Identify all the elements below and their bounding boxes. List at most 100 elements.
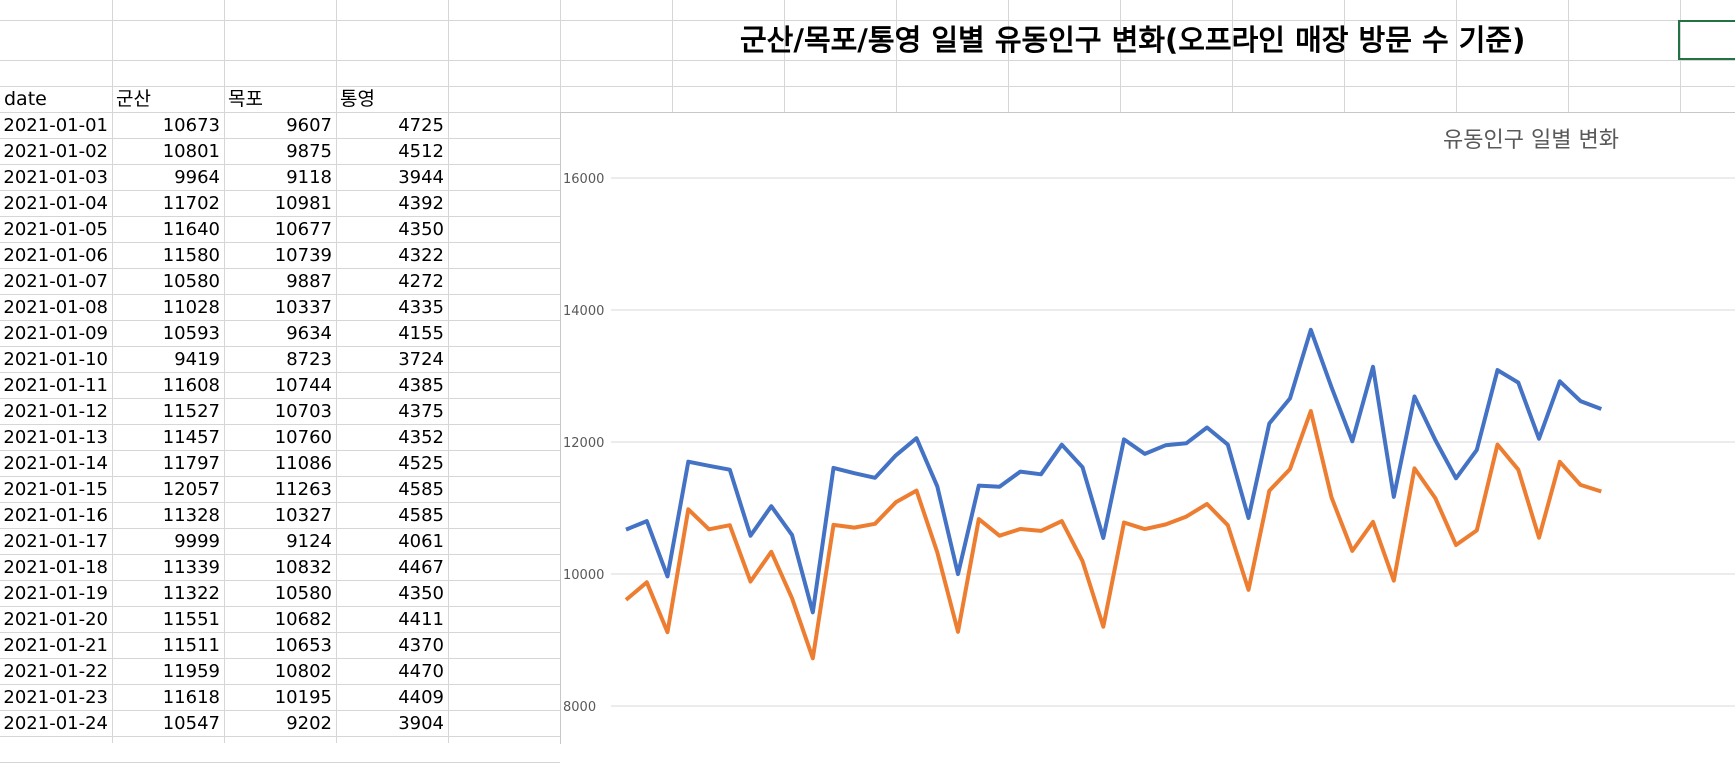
date-cell[interactable]: 2021-01-20 — [3, 609, 108, 630]
date-cell[interactable]: 2021-01-13 — [3, 427, 108, 448]
value-cell[interactable]: 11551 — [162, 609, 220, 630]
selected-cell[interactable] — [1678, 20, 1735, 60]
date-cell[interactable]: 2021-01-19 — [3, 583, 108, 604]
value-cell[interactable]: 9419 — [174, 349, 220, 370]
date-cell[interactable]: 2021-01-12 — [3, 401, 108, 422]
value-cell[interactable]: 4370 — [398, 635, 444, 656]
date-cell[interactable]: 2021-01-17 — [3, 531, 108, 552]
series-line-2[interactable] — [624, 409, 1602, 661]
value-cell[interactable]: 11028 — [162, 297, 220, 318]
value-cell[interactable]: 11457 — [162, 427, 220, 448]
value-cell[interactable]: 4725 — [398, 115, 444, 136]
value-cell[interactable]: 11640 — [162, 219, 220, 240]
value-cell[interactable]: 3944 — [398, 167, 444, 188]
value-cell[interactable]: 11322 — [162, 583, 220, 604]
value-cell[interactable]: 11086 — [274, 453, 332, 474]
value-cell[interactable]: 4512 — [398, 141, 444, 162]
value-cell[interactable]: 11511 — [162, 635, 220, 656]
value-cell[interactable]: 11797 — [162, 453, 220, 474]
value-cell[interactable]: 11580 — [162, 245, 220, 266]
date-cell[interactable]: 2021-01-02 — [3, 141, 108, 162]
value-cell[interactable]: 10801 — [162, 141, 220, 162]
value-cell[interactable]: 4585 — [398, 479, 444, 500]
date-cell[interactable]: 2021-01-01 — [3, 115, 108, 136]
value-cell[interactable]: 4272 — [398, 271, 444, 292]
value-cell[interactable]: 4375 — [398, 401, 444, 422]
value-cell[interactable]: 10703 — [274, 401, 332, 422]
header-tongyeong[interactable]: 통영 — [340, 88, 375, 110]
value-cell[interactable]: 11328 — [162, 505, 220, 526]
value-cell[interactable]: 10760 — [274, 427, 332, 448]
value-cell[interactable]: 10327 — [274, 505, 332, 526]
date-cell[interactable]: 2021-01-23 — [3, 687, 108, 708]
value-cell[interactable]: 9999 — [174, 531, 220, 552]
value-cell[interactable]: 4350 — [398, 219, 444, 240]
date-cell[interactable]: 2021-01-22 — [3, 661, 108, 682]
value-cell[interactable]: 4385 — [398, 375, 444, 396]
date-cell[interactable]: 2021-01-03 — [3, 167, 108, 188]
value-cell[interactable]: 4470 — [398, 661, 444, 682]
header-date[interactable]: date — [4, 88, 47, 110]
date-cell[interactable]: 2021-01-10 — [3, 349, 108, 370]
date-cell[interactable]: 2021-01-09 — [3, 323, 108, 344]
value-cell[interactable]: 9202 — [286, 713, 332, 734]
date-cell[interactable]: 2021-01-11 — [3, 375, 108, 396]
value-cell[interactable]: 10593 — [162, 323, 220, 344]
value-cell[interactable]: 9124 — [286, 531, 332, 552]
date-cell[interactable]: 2021-01-04 — [3, 193, 108, 214]
value-cell[interactable]: 4350 — [398, 583, 444, 604]
value-cell[interactable]: 10580 — [274, 583, 332, 604]
value-cell[interactable]: 4061 — [398, 531, 444, 552]
date-cell[interactable]: 2021-01-05 — [3, 219, 108, 240]
value-cell[interactable]: 10682 — [274, 609, 332, 630]
date-cell[interactable]: 2021-01-06 — [3, 245, 108, 266]
value-cell[interactable]: 11702 — [162, 193, 220, 214]
value-cell[interactable]: 3724 — [398, 349, 444, 370]
value-cell[interactable]: 4392 — [398, 193, 444, 214]
date-cell[interactable]: 2021-01-08 — [3, 297, 108, 318]
date-cell[interactable]: 2021-01-07 — [3, 271, 108, 292]
value-cell[interactable]: 11263 — [274, 479, 332, 500]
value-cell[interactable]: 9118 — [286, 167, 332, 188]
value-cell[interactable]: 10195 — [274, 687, 332, 708]
value-cell[interactable]: 9887 — [286, 271, 332, 292]
value-cell[interactable]: 10802 — [274, 661, 332, 682]
value-cell[interactable]: 10832 — [274, 557, 332, 578]
value-cell[interactable]: 9875 — [286, 141, 332, 162]
value-cell[interactable]: 10677 — [274, 219, 332, 240]
value-cell[interactable]: 4155 — [398, 323, 444, 344]
value-cell[interactable]: 4585 — [398, 505, 444, 526]
value-cell[interactable]: 4352 — [398, 427, 444, 448]
value-cell[interactable]: 9634 — [286, 323, 332, 344]
value-cell[interactable]: 10744 — [274, 375, 332, 396]
value-cell[interactable]: 9964 — [174, 167, 220, 188]
value-cell[interactable]: 10739 — [274, 245, 332, 266]
value-cell[interactable]: 11339 — [162, 557, 220, 578]
date-cell[interactable]: 2021-01-14 — [3, 453, 108, 474]
date-cell[interactable]: 2021-01-24 — [3, 713, 108, 734]
header-gunsan[interactable]: 군산 — [116, 88, 151, 110]
date-cell[interactable]: 2021-01-15 — [3, 479, 108, 500]
value-cell[interactable]: 10547 — [162, 713, 220, 734]
value-cell[interactable]: 10580 — [162, 271, 220, 292]
date-cell[interactable]: 2021-01-18 — [3, 557, 108, 578]
header-mokpo[interactable]: 목포 — [228, 88, 263, 110]
value-cell[interactable]: 4411 — [398, 609, 444, 630]
date-cell[interactable]: 2021-01-21 — [3, 635, 108, 656]
value-cell[interactable]: 10673 — [162, 115, 220, 136]
value-cell[interactable]: 11527 — [162, 401, 220, 422]
date-cell[interactable]: 2021-01-16 — [3, 505, 108, 526]
line-chart[interactable]: 유동인구 일별 변화 16000 14000 12000 10000 8000 — [560, 112, 1735, 744]
value-cell[interactable]: 10981 — [274, 193, 332, 214]
value-cell[interactable]: 4409 — [398, 687, 444, 708]
value-cell[interactable]: 10653 — [274, 635, 332, 656]
value-cell[interactable]: 11618 — [162, 687, 220, 708]
value-cell[interactable]: 11608 — [162, 375, 220, 396]
value-cell[interactable]: 8723 — [286, 349, 332, 370]
value-cell[interactable]: 11959 — [162, 661, 220, 682]
value-cell[interactable]: 4525 — [398, 453, 444, 474]
value-cell[interactable]: 3904 — [398, 713, 444, 734]
value-cell[interactable]: 9607 — [286, 115, 332, 136]
value-cell[interactable]: 4322 — [398, 245, 444, 266]
